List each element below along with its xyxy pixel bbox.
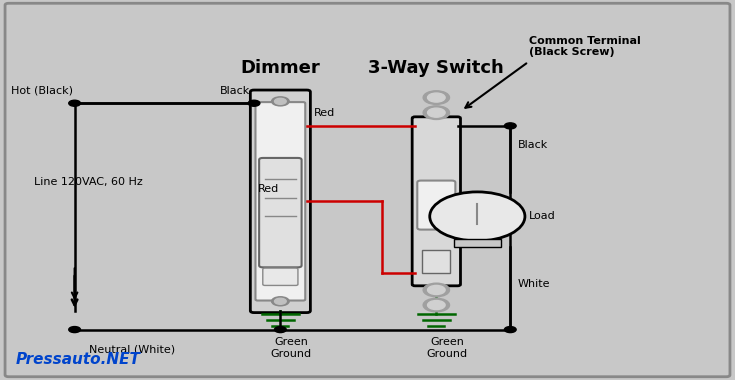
Circle shape (69, 326, 80, 332)
Circle shape (423, 283, 450, 297)
Circle shape (423, 91, 450, 104)
Circle shape (271, 97, 289, 106)
Circle shape (428, 108, 445, 117)
Text: Black: Black (517, 140, 548, 150)
Text: 3-Way Switch: 3-Way Switch (368, 59, 504, 77)
Circle shape (430, 192, 525, 241)
Text: Red: Red (314, 108, 335, 118)
Circle shape (423, 298, 450, 312)
FancyBboxPatch shape (263, 268, 298, 285)
FancyBboxPatch shape (259, 158, 301, 268)
FancyBboxPatch shape (417, 180, 456, 230)
Text: Pressauto.NET: Pressauto.NET (16, 352, 141, 367)
Bar (423, 250, 451, 273)
FancyBboxPatch shape (412, 117, 461, 286)
Text: Load: Load (528, 211, 556, 222)
Circle shape (248, 100, 260, 106)
Text: Dimmer: Dimmer (240, 59, 320, 77)
Circle shape (274, 98, 286, 104)
Bar (453, 239, 501, 247)
Circle shape (428, 93, 445, 102)
FancyBboxPatch shape (251, 90, 310, 313)
Text: Red: Red (258, 184, 279, 194)
Text: Black: Black (220, 86, 251, 96)
Circle shape (428, 285, 445, 294)
Circle shape (274, 298, 286, 304)
Text: Neutral (White): Neutral (White) (89, 345, 176, 355)
Text: Common Terminal
(Black Screw): Common Terminal (Black Screw) (528, 36, 640, 57)
FancyBboxPatch shape (256, 102, 305, 301)
Text: Green
Ground: Green Ground (427, 337, 468, 359)
Text: Hot (Black): Hot (Black) (11, 86, 73, 96)
Circle shape (504, 123, 516, 129)
Circle shape (423, 106, 450, 119)
Text: Green
Ground: Green Ground (270, 337, 312, 359)
Circle shape (69, 100, 80, 106)
Circle shape (428, 301, 445, 310)
Text: Line 120VAC, 60 Hz: Line 120VAC, 60 Hz (35, 177, 143, 187)
Circle shape (271, 297, 289, 306)
Circle shape (274, 326, 286, 332)
Circle shape (504, 326, 516, 332)
Text: White: White (517, 279, 550, 289)
